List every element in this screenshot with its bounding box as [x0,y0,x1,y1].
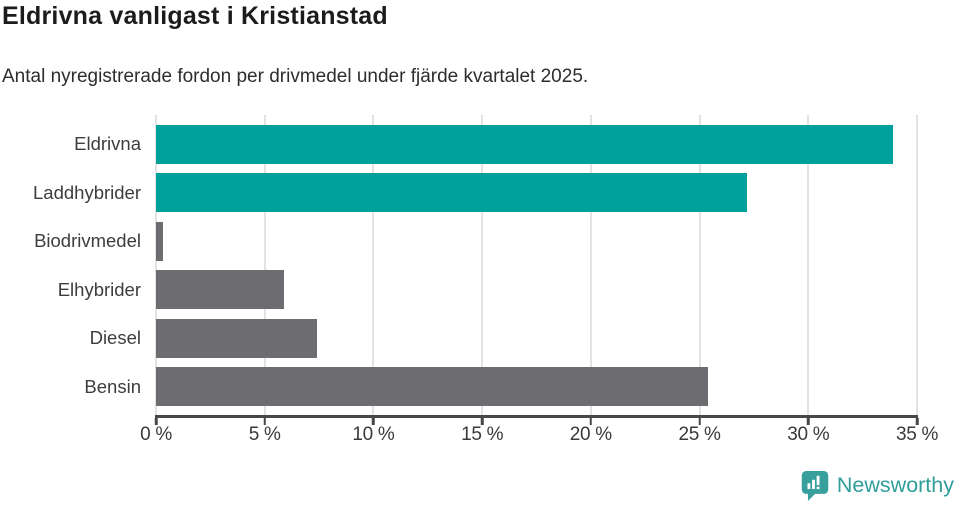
x-tick-label: 25 % [678,424,721,445]
gridline [589,115,592,416]
newsworthy-logo-icon [801,470,829,501]
x-axis-tick-labels: 0 % 5 % 10 % 15 % 20 % 25 % 30 % 35 % [140,424,938,448]
x-tick-label: 30 % [787,424,830,445]
bars-layer [156,120,917,411]
x-tick-label: 20 % [569,424,612,445]
bar-eldrivna [156,124,894,164]
bar-row [156,314,917,363]
grid-layer [155,115,918,416]
x-tick-mark [372,418,375,425]
bar-bensin [156,367,709,407]
gridline [698,115,701,416]
plot-area [155,115,918,416]
gridline [155,115,157,416]
x-tick-mark [263,418,266,425]
category-label-eldrivna: Eldrivna [74,133,141,155]
bar-row [156,217,917,266]
chart-subtitle: Antal nyregistrerade fordon per drivmede… [2,66,589,87]
bar-row [156,169,917,218]
x-axis-line [155,415,918,418]
bar-elhybrider [156,270,285,310]
x-tick-mark [589,418,593,425]
gridline [916,115,918,416]
brand-footer: Newsworthy [800,469,954,502]
category-label-laddhybrider: Laddhybrider [33,181,141,203]
gridline [481,115,484,416]
x-tick-label: 10 % [352,424,395,445]
x-tick-label: 0 % [140,424,172,445]
x-tick-label: 35 % [895,424,939,445]
x-tick-mark [154,418,158,425]
x-tick-mark [807,418,810,425]
brand-name: Newsworthy [836,473,954,497]
bar-laddhybrider [156,173,748,213]
gridline [372,115,375,416]
x-tick-label: 5 % [248,424,281,445]
bar-row [156,266,917,315]
category-label-bensin: Bensin [84,375,141,397]
category-axis-labels: Eldrivna Laddhybrider Biodrivmedel Elhybrid… [0,120,141,411]
bar-biodrivmedel [156,221,163,261]
bar-diesel [156,318,317,358]
x-tick-mark [915,418,919,425]
bar-row [156,120,917,169]
x-tick-mark [480,418,484,425]
chart-title: Eldrivna vanligast i Kristianstad [2,2,388,30]
x-tick-mark [698,418,701,425]
x-tick-label: 15 % [461,424,504,445]
category-label-diesel: Diesel [89,327,141,349]
category-label-elhybrider: Elhybrider [57,278,141,300]
gridline [807,115,810,416]
x-axis-tick-marks [154,418,919,426]
category-label-biodrivmedel: Biodrivmedel [34,230,141,252]
gridline [263,115,266,416]
bar-row [156,363,917,412]
